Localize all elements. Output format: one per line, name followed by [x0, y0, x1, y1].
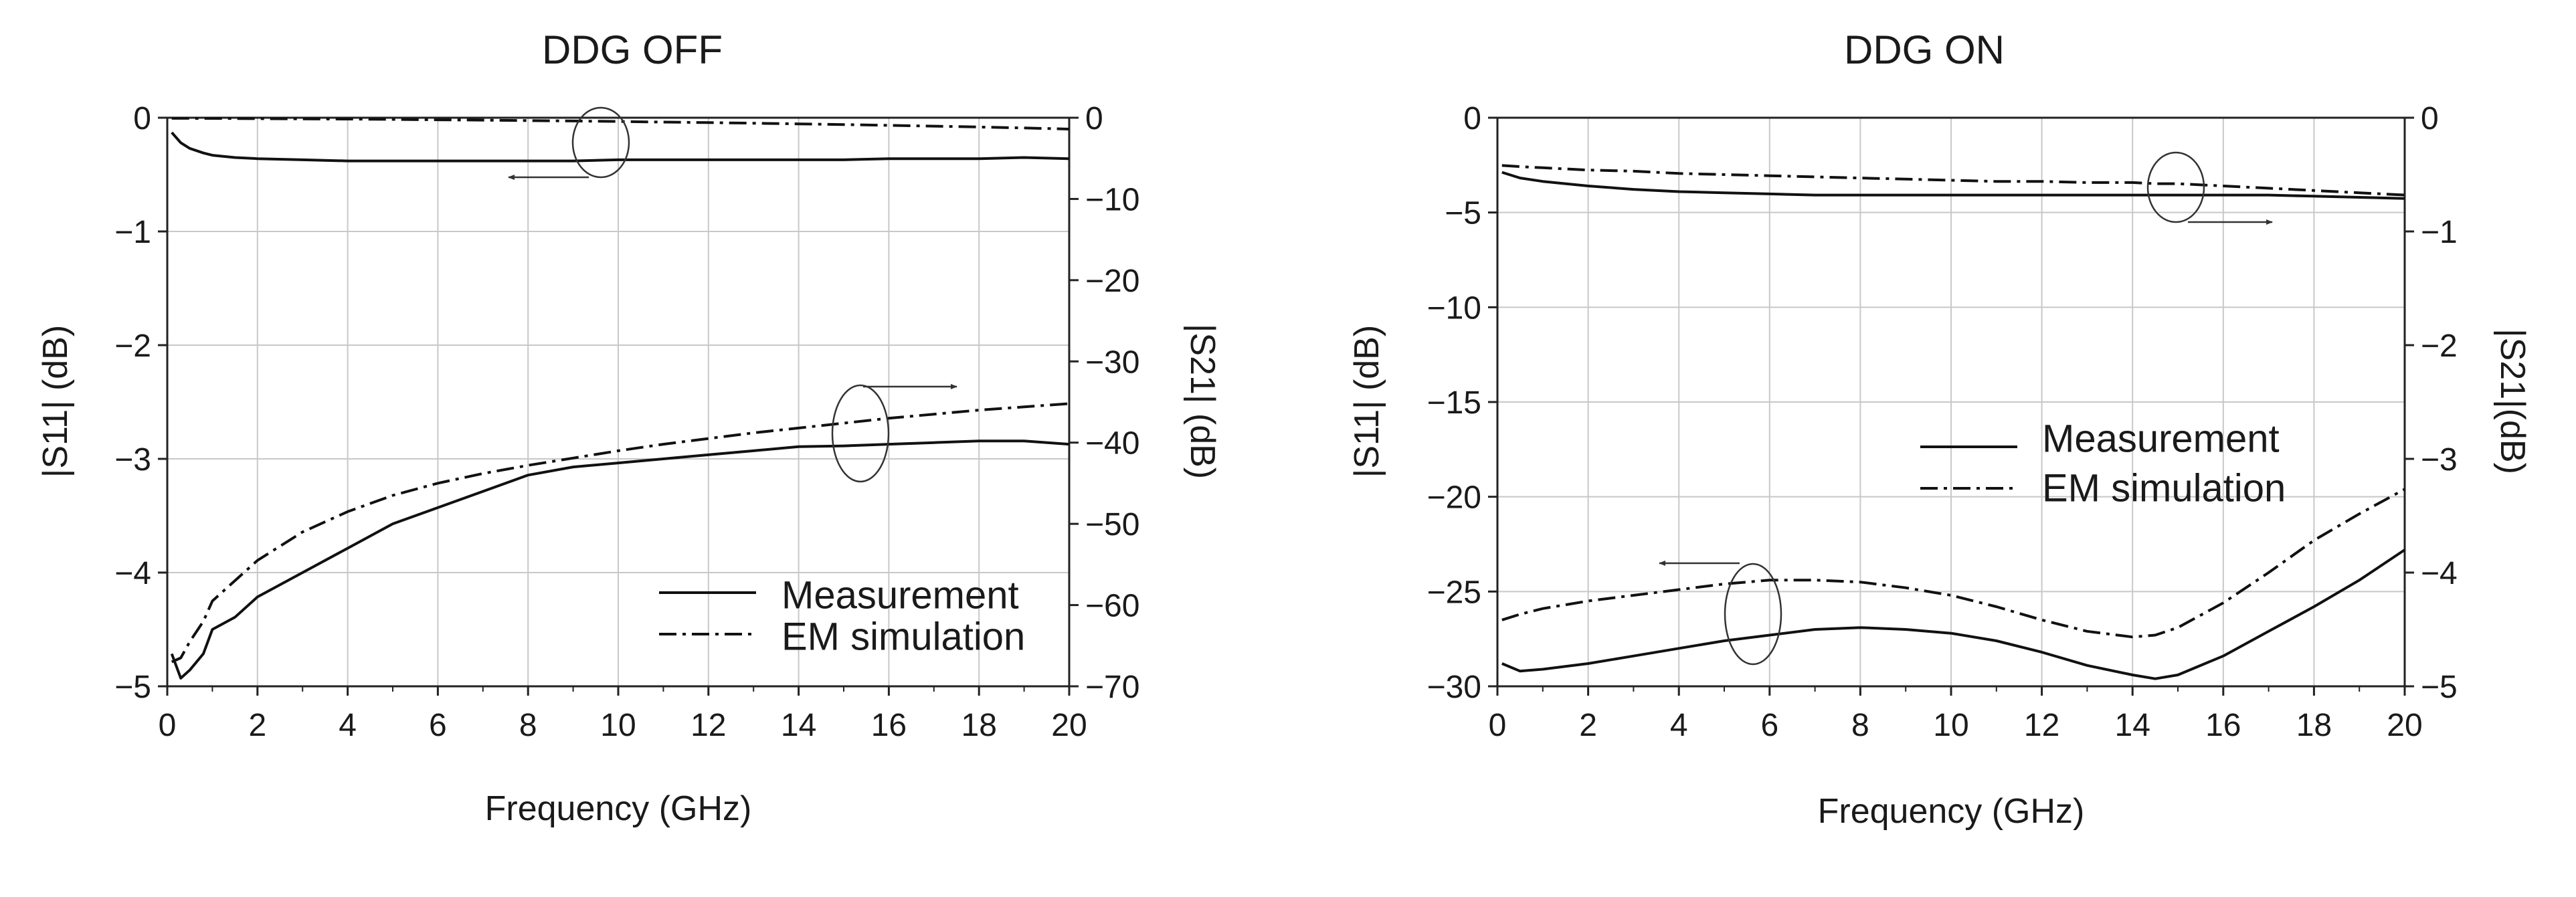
- x-axis-label: Frequency (GHz): [1818, 792, 2085, 831]
- annotation-ellipse-s21: [571, 106, 630, 179]
- x-tick-labels: 0 2 4 6 8 10 12 14 16 18 20: [159, 708, 1087, 743]
- right-y-tick-label: −5: [2421, 670, 2458, 705]
- left-y-tick-label: −5: [1445, 196, 1481, 231]
- right-y-tick-label: −30: [1085, 344, 1139, 380]
- right-y-tick-label: −1: [2421, 215, 2458, 250]
- right-y-tick-label: −40: [1085, 426, 1139, 462]
- series-lines: [1501, 164, 2406, 680]
- left-y-tick-label: −10: [1427, 290, 1481, 326]
- x-tick-label: 6: [1760, 708, 1778, 743]
- x-tick-label: 10: [1933, 708, 1968, 743]
- x-tick-label: 0: [159, 708, 177, 743]
- right-tick-labels: 0 −10 −20 −30 −40 −50 −60 −70: [1085, 101, 1139, 705]
- grid-lines: [167, 118, 1069, 686]
- legend-label-em-simulation: EM simulation: [2042, 467, 2286, 510]
- x-tick-label: 18: [2296, 708, 2332, 743]
- x-tick-label: 12: [2024, 708, 2059, 743]
- x-tick-label: 16: [2205, 708, 2241, 743]
- series-line-s21-measurement: [171, 131, 1070, 163]
- left-y-tick-label: −25: [1427, 575, 1481, 610]
- axis-ticks: [1488, 116, 2414, 696]
- series-line-s21-em-simulation: [171, 116, 1070, 130]
- series-line-s21-measurement: [1501, 171, 2405, 200]
- legend-label-measurement: Measurement: [2042, 417, 2280, 461]
- x-tick-label: 12: [691, 708, 726, 743]
- chart-ddg-on: DDG ON 0 2 4 6 8 10 12 14 16 18 20 0−5−10−15−20−25…: [1348, 27, 2532, 831]
- x-tick-label: 8: [1851, 708, 1869, 743]
- legend-label-em-simulation: EM simulation: [781, 615, 1025, 659]
- x-tick-label: 4: [339, 708, 357, 743]
- x-tick-label: 4: [1670, 708, 1688, 743]
- left-y-tick-label: −20: [1427, 480, 1481, 516]
- left-y-tick-label: −5: [114, 670, 151, 705]
- left-tick-labels: 0 −1 −2 −3 −4 −5: [114, 101, 151, 705]
- left-y-tick-label: −15: [1427, 385, 1481, 421]
- right-y-tick-label: −20: [1085, 264, 1139, 299]
- right-y-tick-label: −10: [1085, 182, 1139, 217]
- series-line-s21-em-simulation: [1501, 164, 2405, 197]
- left-y-tick-label: −30: [1427, 670, 1481, 705]
- x-tick-label: 2: [248, 708, 266, 743]
- legend-label-measurement: Measurement: [781, 574, 1019, 617]
- left-tick-labels: 0 −5 −10 −15 −20 −25 −30: [1427, 101, 1481, 705]
- right-y-tick-label: −4: [2421, 556, 2458, 591]
- x-tick-label: 8: [519, 708, 537, 743]
- x-tick-labels: 0 2 4 6 8 10 12 14 16 18 20: [1489, 708, 2423, 743]
- series-line-s11-measurement: [1501, 549, 2406, 680]
- right-tick-labels: 0 −1 −2 −3 −4 −5: [2421, 101, 2458, 705]
- series-line-s11-em-simulation: [1501, 488, 2405, 639]
- y-axis-label-left: |S11| (dB): [36, 325, 75, 478]
- x-tick-label: 2: [1579, 708, 1597, 743]
- axis-ticks: [158, 116, 1079, 696]
- x-tick-label: 20: [1051, 708, 1087, 743]
- left-y-tick-label: 0: [1463, 101, 1481, 136]
- legend: Measurement EM simulation: [1920, 417, 2286, 510]
- series-line-s11-measurement: [170, 439, 1070, 680]
- x-tick-label: 6: [429, 708, 447, 743]
- legend: Measurement EM simulation: [659, 574, 1025, 659]
- y-axis-label-right: |S21|(dB): [2493, 328, 2532, 474]
- annotation-ellipse-s11: [1724, 563, 1782, 666]
- x-tick-label: 14: [2115, 708, 2150, 743]
- x-tick-label: 20: [2387, 708, 2422, 743]
- left-y-tick-label: −4: [114, 556, 151, 591]
- left-y-tick-label: −1: [114, 215, 151, 250]
- x-tick-label: 14: [781, 708, 816, 743]
- x-tick-label: 0: [1489, 708, 1507, 743]
- right-y-tick-label: −2: [2421, 328, 2458, 364]
- y-axis-label-left: |S11| (dB): [1348, 325, 1386, 478]
- right-y-tick-label: −3: [2421, 442, 2458, 478]
- y-axis-label-right: |S21| (dB): [1183, 324, 1222, 479]
- chart-ddg-off: DDG OFF 0 2 4 6 8 10 12 14 16 18 20 0 −1 −2 −3 −4 −5 0 −…: [36, 27, 1222, 828]
- x-tick-label: 16: [871, 708, 907, 743]
- right-y-tick-label: −60: [1085, 589, 1139, 624]
- series-lines: [170, 116, 1070, 680]
- left-y-tick-label: −3: [114, 442, 151, 478]
- chart-title: DDG OFF: [542, 27, 723, 72]
- right-y-tick-label: −70: [1085, 670, 1139, 705]
- x-tick-label: 10: [600, 708, 636, 743]
- series-line-s11-em-simulation: [171, 402, 1070, 664]
- annotation-ellipse-s21: [2146, 151, 2205, 223]
- left-y-tick-label: −2: [114, 328, 151, 364]
- left-y-tick-label: 0: [133, 101, 151, 136]
- annotation-ellipse-s11: [831, 384, 890, 483]
- x-axis-label: Frequency (GHz): [485, 789, 752, 828]
- right-y-tick-label: −50: [1085, 507, 1139, 542]
- right-y-tick-label: 0: [2421, 101, 2439, 136]
- grid-lines: [1497, 118, 2405, 686]
- chart-title: DDG ON: [1844, 27, 2005, 72]
- x-tick-label: 18: [961, 708, 997, 743]
- right-y-tick-label: 0: [1085, 101, 1103, 136]
